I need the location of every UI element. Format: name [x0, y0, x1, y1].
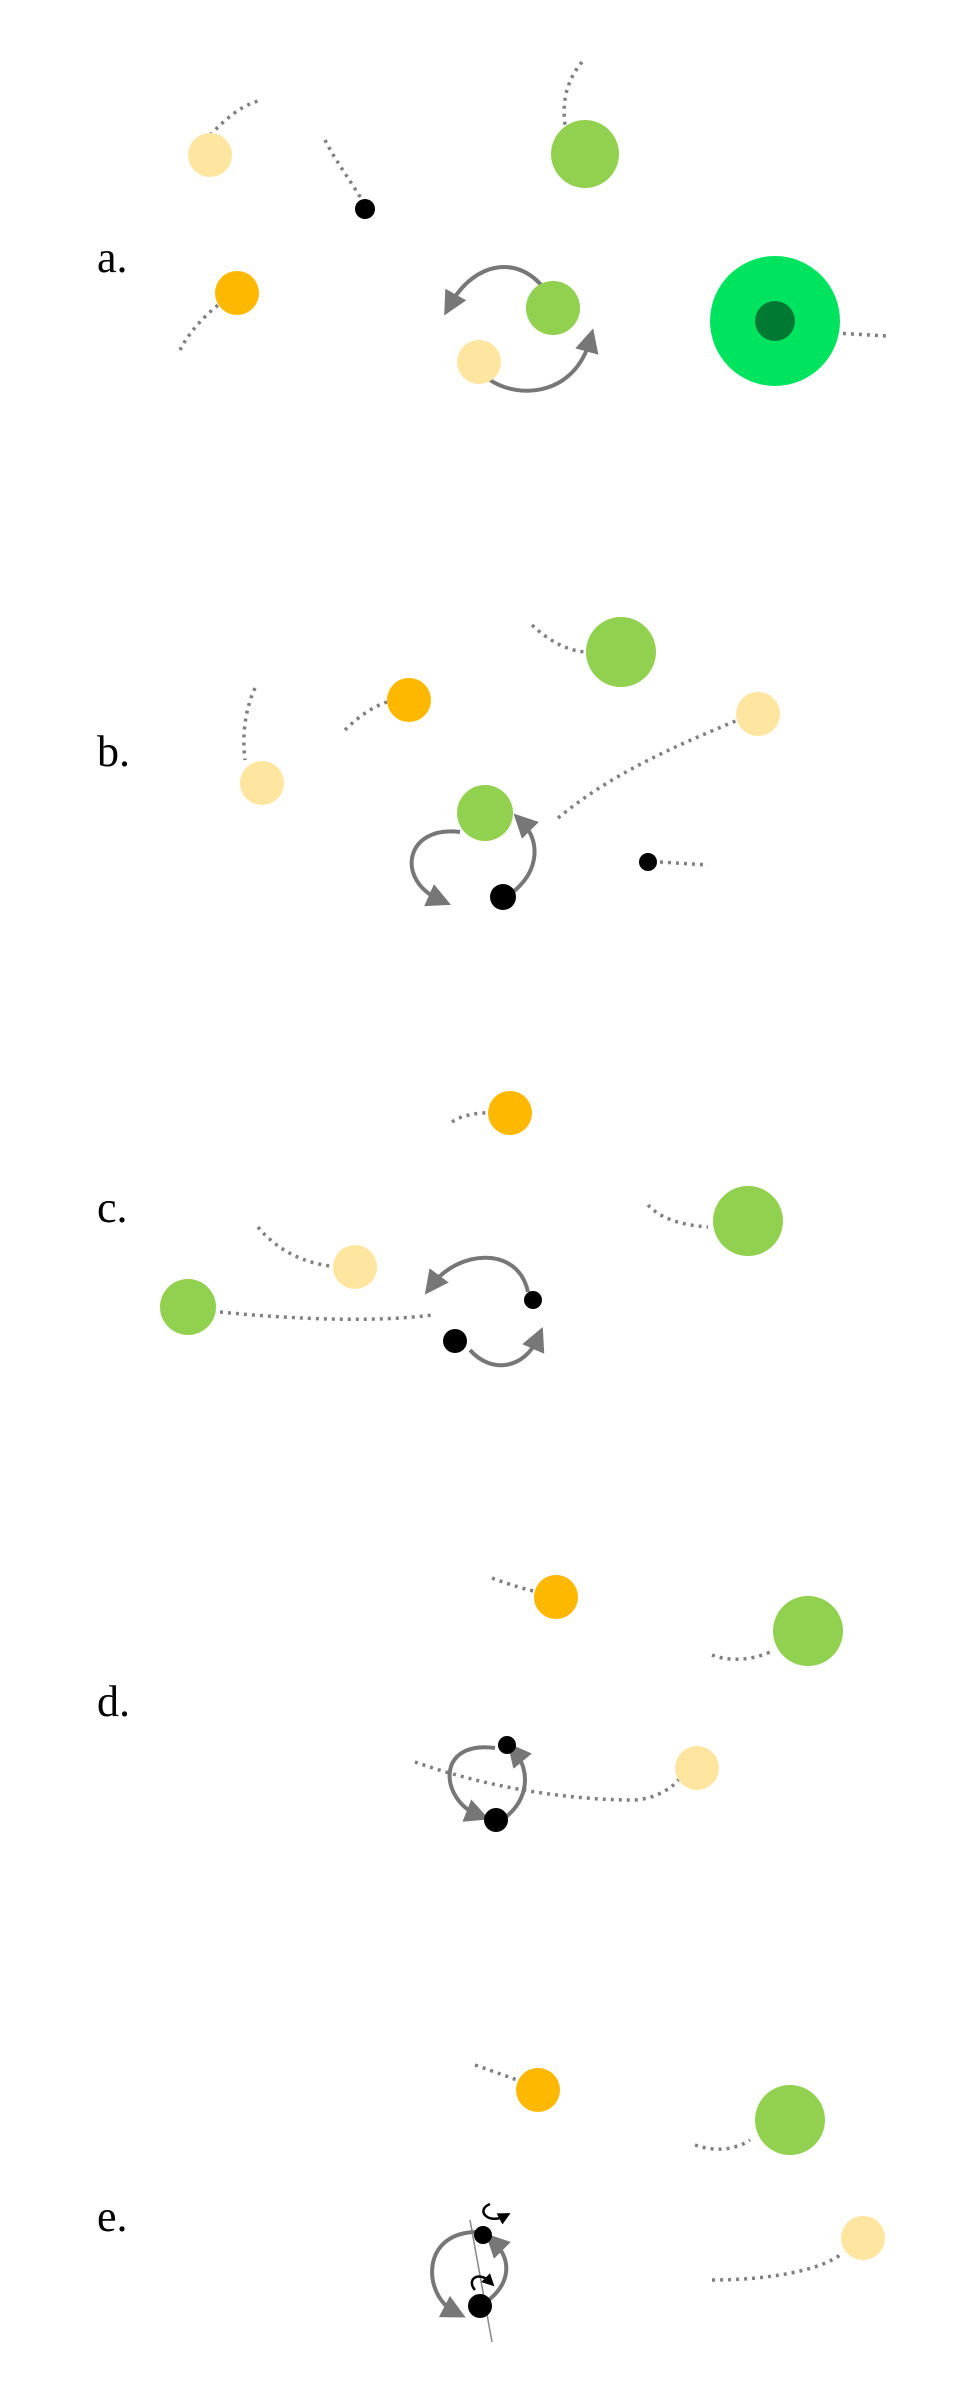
green-particle	[160, 1279, 216, 1335]
pale-yellow-particle	[457, 340, 501, 384]
dark-green-core	[755, 301, 795, 341]
trail-e-green	[694, 2138, 751, 2151]
orange-particle	[488, 1091, 532, 1135]
trail-b-pale-yellow	[242, 687, 257, 761]
circulation-arrow-right	[500, 1742, 532, 1822]
spin-arrow-lower	[470, 2273, 495, 2291]
trail-a-black	[323, 139, 364, 201]
orange-particle	[387, 678, 431, 722]
black-particle	[524, 1291, 542, 1309]
black-particle	[443, 1329, 467, 1353]
green-particle	[526, 281, 580, 335]
black-particle	[639, 853, 657, 871]
trail-c-pale-yellow	[256, 1225, 331, 1268]
trail-e-orange	[474, 2063, 526, 2085]
trail-a-orange	[178, 298, 226, 351]
circulation-arrow-right	[480, 2233, 511, 2307]
panel-label-b: b.	[97, 727, 130, 776]
panel-label-d: d.	[97, 1677, 130, 1726]
circulation-arrow-upper	[424, 1255, 530, 1295]
circulation-arrow-lower	[488, 328, 599, 393]
black-particle	[355, 199, 375, 219]
pale-yellow-particle	[188, 133, 232, 177]
trail-d-orange	[491, 1576, 543, 1595]
circulation-arrow-right	[511, 813, 539, 894]
green-particle	[586, 617, 656, 687]
orange-particle	[215, 271, 259, 315]
black-particle	[498, 1736, 516, 1754]
pale-yellow-particle	[736, 692, 780, 736]
circulation-arrow-left	[409, 829, 461, 907]
trail-a-green	[562, 60, 584, 126]
trail-b-black	[659, 860, 709, 867]
black-particle	[474, 2226, 492, 2244]
pale-yellow-particle	[841, 2216, 885, 2260]
trail-d-pale-yellow	[414, 1760, 682, 1802]
spin-axis-line	[469, 2219, 493, 2343]
orange-particle	[534, 1575, 578, 1619]
green-particle	[713, 1186, 783, 1256]
pale-yellow-particle	[675, 1746, 719, 1790]
trail-d-green	[711, 1650, 771, 1661]
trail-b-pale-yellow-long	[556, 718, 739, 820]
circulation-arrow-lower	[468, 1326, 545, 1368]
panel-label-c: c.	[97, 1183, 128, 1232]
trail-e-pale-yellow	[711, 2253, 842, 2282]
pale-yellow-particle	[240, 761, 284, 805]
trail-c-green	[646, 1203, 709, 1229]
trail-c-green-long	[219, 1310, 433, 1322]
green-particle	[551, 120, 619, 188]
black-particle	[468, 2294, 492, 2318]
green-particle	[457, 785, 513, 841]
pale-yellow-particle	[333, 1245, 377, 1289]
panel-label-a: a.	[97, 233, 128, 282]
orange-particle	[516, 2068, 560, 2112]
green-particle	[773, 1596, 843, 1666]
black-particle	[490, 884, 516, 910]
green-particle	[755, 2085, 825, 2155]
trail-a-composite	[834, 331, 888, 338]
panel-label-e: e.	[97, 2192, 128, 2241]
circulation-arrow-upper	[444, 265, 547, 316]
black-particle	[484, 1808, 508, 1832]
circulation-arrow-left	[447, 1745, 496, 1822]
spin-arrow-upper	[482, 2202, 511, 2225]
trail-a-pale-yellow	[208, 98, 263, 137]
circulation-arrow-left	[430, 2229, 481, 2318]
trail-b-green	[530, 623, 586, 654]
